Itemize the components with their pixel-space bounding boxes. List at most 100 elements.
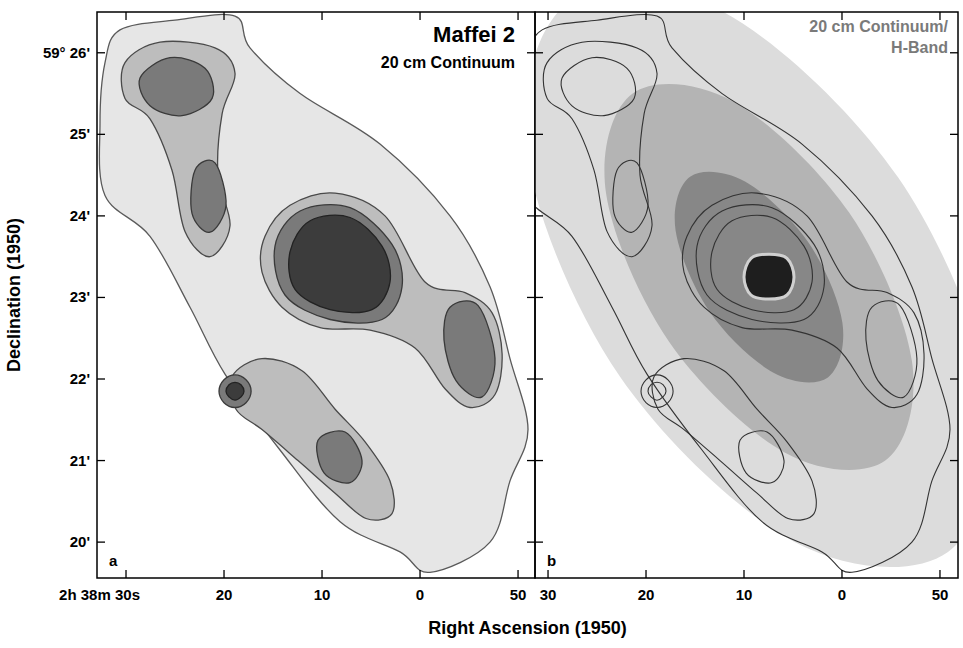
y-tick-label: 59° 26' [43,44,90,61]
x-tick-label: 20 [216,586,233,603]
contour [226,382,244,400]
contour [866,301,917,398]
y-tick [97,541,105,542]
x-tick-label: 2h 38m 30s [59,586,140,603]
panel-subtitle: 20 cm Continuum/ [809,18,948,35]
contour [711,215,813,313]
x-tick [517,570,518,578]
y-tick [950,215,958,216]
x-tick-label: 50 [510,586,527,603]
contour [121,41,235,256]
y-tick-label: 22' [70,370,90,387]
h-band-level [744,254,794,299]
contour [641,375,673,408]
y-tick-label: 24' [70,207,90,224]
x-tick-label: 30 [540,586,557,603]
y-tick [527,297,535,298]
x-tick [517,12,518,20]
x-tick [939,570,940,578]
panel-frame [97,12,535,578]
y-tick [97,297,105,298]
y-tick [535,297,543,298]
contour [230,358,394,520]
x-tick [321,570,322,578]
y-tick [950,541,958,542]
y-tick [97,378,105,379]
x-tick [125,12,126,20]
contour [696,205,824,323]
x-tick [419,570,420,578]
y-tick [535,378,543,379]
y-tick [950,134,958,135]
plot-area [99,14,528,572]
x-tick-label: 20 [638,586,655,603]
contour [543,41,657,256]
y-tick [527,215,535,216]
y-tick [527,52,535,53]
x-tick [419,12,420,20]
y-tick-label: 21' [70,452,90,469]
y-tick-label: 23' [70,288,90,305]
figure: 2h 38m 30s 20 10 0 50 59° 26' 25' 24' 23' 22' 21' 2… [0,0,963,648]
contour [317,431,362,483]
y-tick [535,134,543,135]
x-tick-label: 50 [932,586,949,603]
y-tick [527,460,535,461]
y-axis-title: Declination (1950) [4,218,24,372]
x-axis-title: Right Ascension (1950) [428,618,626,638]
y-tick [527,134,535,135]
y-tick [97,134,105,135]
y-tick [97,460,105,461]
y-tick [950,460,958,461]
h-band-level [535,12,958,567]
contour [535,14,950,572]
contour [652,358,816,520]
y-tick [535,541,543,542]
contour [139,57,213,115]
y-tick [535,215,543,216]
y-tick [950,378,958,379]
panel-letter: b [547,552,556,569]
x-tick [743,12,744,20]
title: Maffei 2 [433,22,515,47]
panel-subtitle: 20 cm Continuum [381,54,515,71]
x-tick [547,12,548,20]
x-tick [223,570,224,578]
y-tick [535,460,543,461]
y-tick-label: 25' [70,125,90,142]
contour [274,205,402,323]
y-tick [535,52,543,53]
panel-letter: a [109,552,118,569]
contour [613,160,648,232]
contour [648,382,666,400]
h-band-level [675,172,844,383]
contour [444,301,495,398]
y-tick [950,297,958,298]
x-tick [645,570,646,578]
contour [289,215,391,313]
y-tick [950,52,958,53]
y-tick [527,541,535,542]
x-tick [645,12,646,20]
x-tick [743,570,744,578]
panel-frame [535,12,958,578]
contour [191,160,226,232]
contour [99,14,528,572]
x-tick-label: 10 [736,586,753,603]
y-tick [527,378,535,379]
contour [561,57,635,115]
contour [739,431,784,483]
x-tick-label: 0 [416,586,424,603]
x-tick [547,570,548,578]
y-tick-label: 20' [70,533,90,550]
x-tick [841,570,842,578]
y-tick [97,215,105,216]
x-tick [321,12,322,20]
x-tick-label: 10 [314,586,331,603]
contour [219,375,251,408]
y-tick [97,52,105,53]
x-tick [125,570,126,578]
contour [682,193,924,408]
x-tick [223,12,224,20]
panel-subtitle: H-Band [891,39,948,56]
